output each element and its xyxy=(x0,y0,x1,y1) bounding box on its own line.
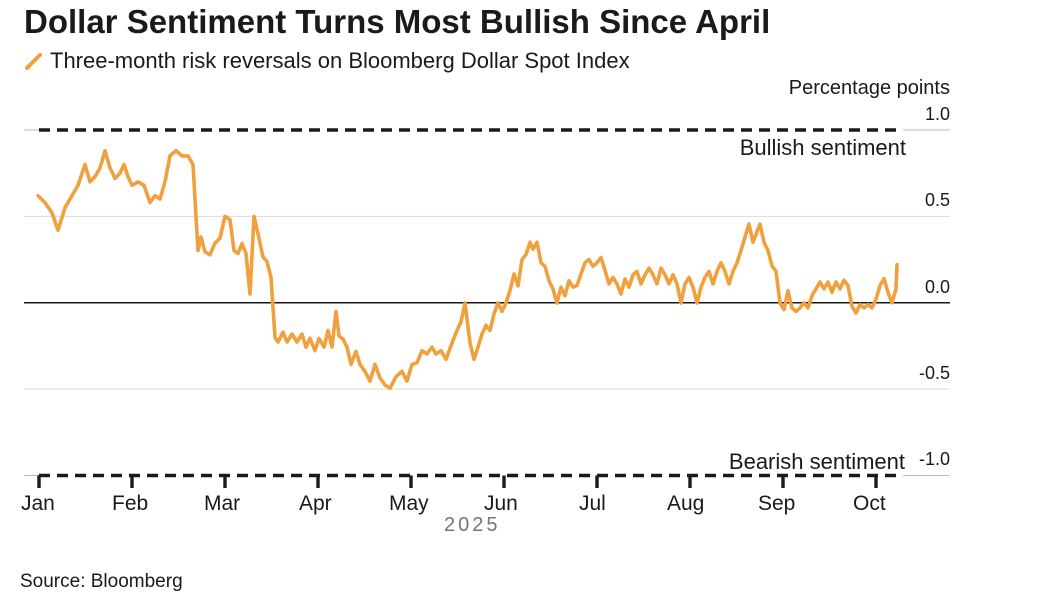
svg-text:Bearish sentiment: Bearish sentiment xyxy=(729,449,905,474)
svg-text:Jun: Jun xyxy=(484,492,518,515)
svg-text:Mar: Mar xyxy=(204,492,240,515)
svg-text:0.0: 0.0 xyxy=(925,277,950,297)
svg-text:1.0: 1.0 xyxy=(925,104,950,124)
svg-text:-1.0: -1.0 xyxy=(919,449,950,469)
svg-text:Feb: Feb xyxy=(112,492,148,515)
svg-text:Jan: Jan xyxy=(21,492,55,515)
svg-text:May: May xyxy=(389,492,429,515)
svg-text:Source: Bloomberg: Source: Bloomberg xyxy=(20,571,183,592)
svg-text:Oct: Oct xyxy=(853,492,886,515)
svg-text:-0.5: -0.5 xyxy=(919,363,950,383)
svg-text:Three-month risk reversals on: Three-month risk reversals on Bloomberg … xyxy=(50,48,630,73)
svg-text:Aug: Aug xyxy=(667,492,704,515)
svg-text:Jul: Jul xyxy=(579,492,606,515)
svg-text:Percentage points: Percentage points xyxy=(789,77,950,99)
svg-text:0.5: 0.5 xyxy=(925,190,950,210)
svg-text:Dollar Sentiment Turns Most Bu: Dollar Sentiment Turns Most Bullish Sinc… xyxy=(24,3,770,40)
svg-text:Sep: Sep xyxy=(758,492,795,515)
svg-text:Apr: Apr xyxy=(299,492,332,515)
svg-text:Bullish sentiment: Bullish sentiment xyxy=(740,135,906,160)
svg-text:2025: 2025 xyxy=(444,514,501,536)
